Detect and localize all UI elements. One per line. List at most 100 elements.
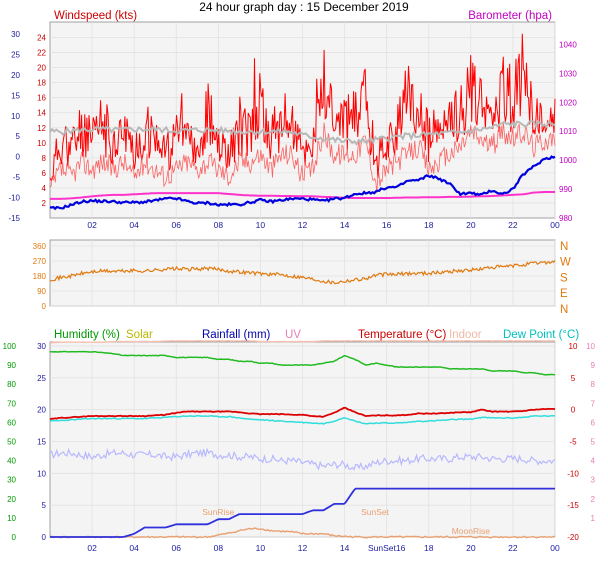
- direction-series: [49, 259, 556, 285]
- outer-tick-label: 10: [11, 112, 20, 121]
- rainfall-line: [50, 487, 555, 538]
- humidity-tick-label: 30: [7, 476, 16, 485]
- compass-label: N: [560, 304, 568, 316]
- outer-tick-label: 25: [11, 50, 20, 59]
- bottom-x-tick: 14: [340, 543, 350, 553]
- wind-direction-line: [49, 259, 556, 285]
- event-label: MoonRise: [452, 526, 491, 536]
- baro-tick-label: 1020: [559, 98, 577, 107]
- wind-x-tick: 22: [508, 220, 518, 230]
- uv-tick-label: 2: [591, 495, 596, 504]
- wind-tick-label: 10: [37, 139, 46, 148]
- wind-tick-label: 6: [42, 169, 47, 178]
- wind-x-tick: 12: [298, 220, 308, 230]
- direction-grid: [50, 240, 556, 307]
- wind-tick-label: 18: [37, 79, 46, 88]
- wind-x-tick: 10: [256, 220, 266, 230]
- temp-tick-label: -20: [567, 533, 579, 542]
- bottom-axes: 0510152025300102030405060708090100-20-15…: [3, 342, 596, 553]
- legend-entry: Dew Point (°C): [503, 329, 579, 341]
- compass-label: W: [560, 257, 571, 269]
- barometer-title: Barometer (hpa): [468, 10, 552, 22]
- humidity-tick-label: 40: [7, 457, 16, 466]
- uv-tick-label: 9: [591, 361, 596, 370]
- humidity-tick-label: 90: [7, 361, 16, 370]
- direction-tick-label: 270: [33, 257, 47, 266]
- wind-tick-label: 20: [37, 64, 46, 73]
- temp-tick-label: -5: [569, 438, 577, 447]
- uv-tick-label: 1: [591, 514, 596, 523]
- humidity-tick-label: 50: [7, 438, 16, 447]
- humidity-line: [49, 350, 556, 376]
- wind-series: [49, 33, 556, 211]
- wind-tick-label: 2: [42, 199, 47, 208]
- wind-tick-label: 4: [42, 184, 47, 193]
- wind-x-tick: 00: [550, 220, 560, 230]
- bottom-x-tick: 20: [466, 543, 476, 553]
- humidity-tick-label: 10: [7, 514, 16, 523]
- wind-x-tick: 20: [466, 220, 476, 230]
- temp-tick-label: 10: [569, 342, 578, 351]
- legend-entry: Rainfall (mm): [202, 329, 271, 341]
- wind-x-tick: 14: [340, 220, 350, 230]
- wind-barometer-panel: 24681012141618202224-15-10-5051015202530…: [8, 0, 577, 230]
- wind-grid: [50, 22, 556, 218]
- wind-x-tick: 18: [424, 220, 434, 230]
- bottom-x-tick: 22: [508, 543, 518, 553]
- humidity-tick-label: 0: [12, 533, 17, 542]
- bottom-x-tick: 04: [129, 543, 139, 553]
- rain-tick-label: 20: [37, 406, 46, 415]
- uv-tick-label: 6: [591, 418, 596, 427]
- temperature-line: [49, 406, 556, 421]
- wind-average-line: [49, 120, 556, 146]
- temp-tick-label: -15: [567, 501, 579, 510]
- solar-line: [49, 527, 556, 539]
- baro-tick-label: 1040: [559, 40, 577, 49]
- bottom-x-tick: 06: [172, 543, 182, 553]
- event-label: SunSet: [361, 507, 390, 517]
- outer-tick-label: -5: [13, 173, 21, 182]
- direction-tick-label: 90: [37, 287, 46, 296]
- indoor-humidity-line: [49, 447, 556, 471]
- uv-tick-label: 4: [591, 457, 596, 466]
- rain-tick-label: 25: [37, 374, 46, 383]
- legend-entry: Temperature (°C): [358, 329, 446, 341]
- uv-tick-label: 3: [591, 476, 596, 485]
- bottom-series: [49, 340, 556, 539]
- humidity-tick-label: 20: [7, 495, 16, 504]
- windspeed-title: Windspeed (kts): [54, 10, 137, 22]
- outer-tick-label: 15: [11, 91, 20, 100]
- bottom-x-tick: 18: [424, 543, 434, 553]
- bottom-x-tick: 02: [87, 543, 97, 553]
- event-label: SunRise: [202, 507, 234, 517]
- compass-label: S: [560, 272, 568, 284]
- compass-label: E: [560, 288, 568, 300]
- outer-tick-label: 5: [16, 132, 21, 141]
- indoor-temperature-line: [49, 340, 556, 344]
- direction-tick-label: 0: [42, 302, 47, 311]
- bottom-x-tick: 00: [550, 543, 560, 553]
- uv-tick-label: 7: [591, 399, 596, 408]
- baro-tick-label: 980: [559, 214, 573, 223]
- windspeed-line: [49, 33, 556, 182]
- wind-avg-line: [49, 121, 556, 194]
- legend-entry: Solar: [126, 329, 153, 341]
- temperature-humidity-panel: 0510152025300102030405060708090100-20-15…: [3, 329, 596, 553]
- wind-tick-label: 14: [37, 109, 46, 118]
- rain-tick-label: 30: [37, 342, 46, 351]
- wind-x-tick: 04: [129, 220, 139, 230]
- temperature-line: [49, 155, 556, 211]
- legend-entry: Humidity (%): [54, 329, 120, 341]
- baro-tick-label: 1000: [559, 156, 577, 165]
- bottom-x-tick: SunSet16: [368, 543, 406, 553]
- chart-title: 24 hour graph day : 15 December 2019: [199, 0, 409, 14]
- rain-tick-label: 5: [42, 501, 47, 510]
- humidity-tick-label: 70: [7, 399, 16, 408]
- temp-tick-label: 5: [571, 374, 576, 383]
- rain-tick-label: 15: [37, 438, 46, 447]
- wind-x-tick: 06: [172, 220, 182, 230]
- barometer-line: [50, 191, 555, 200]
